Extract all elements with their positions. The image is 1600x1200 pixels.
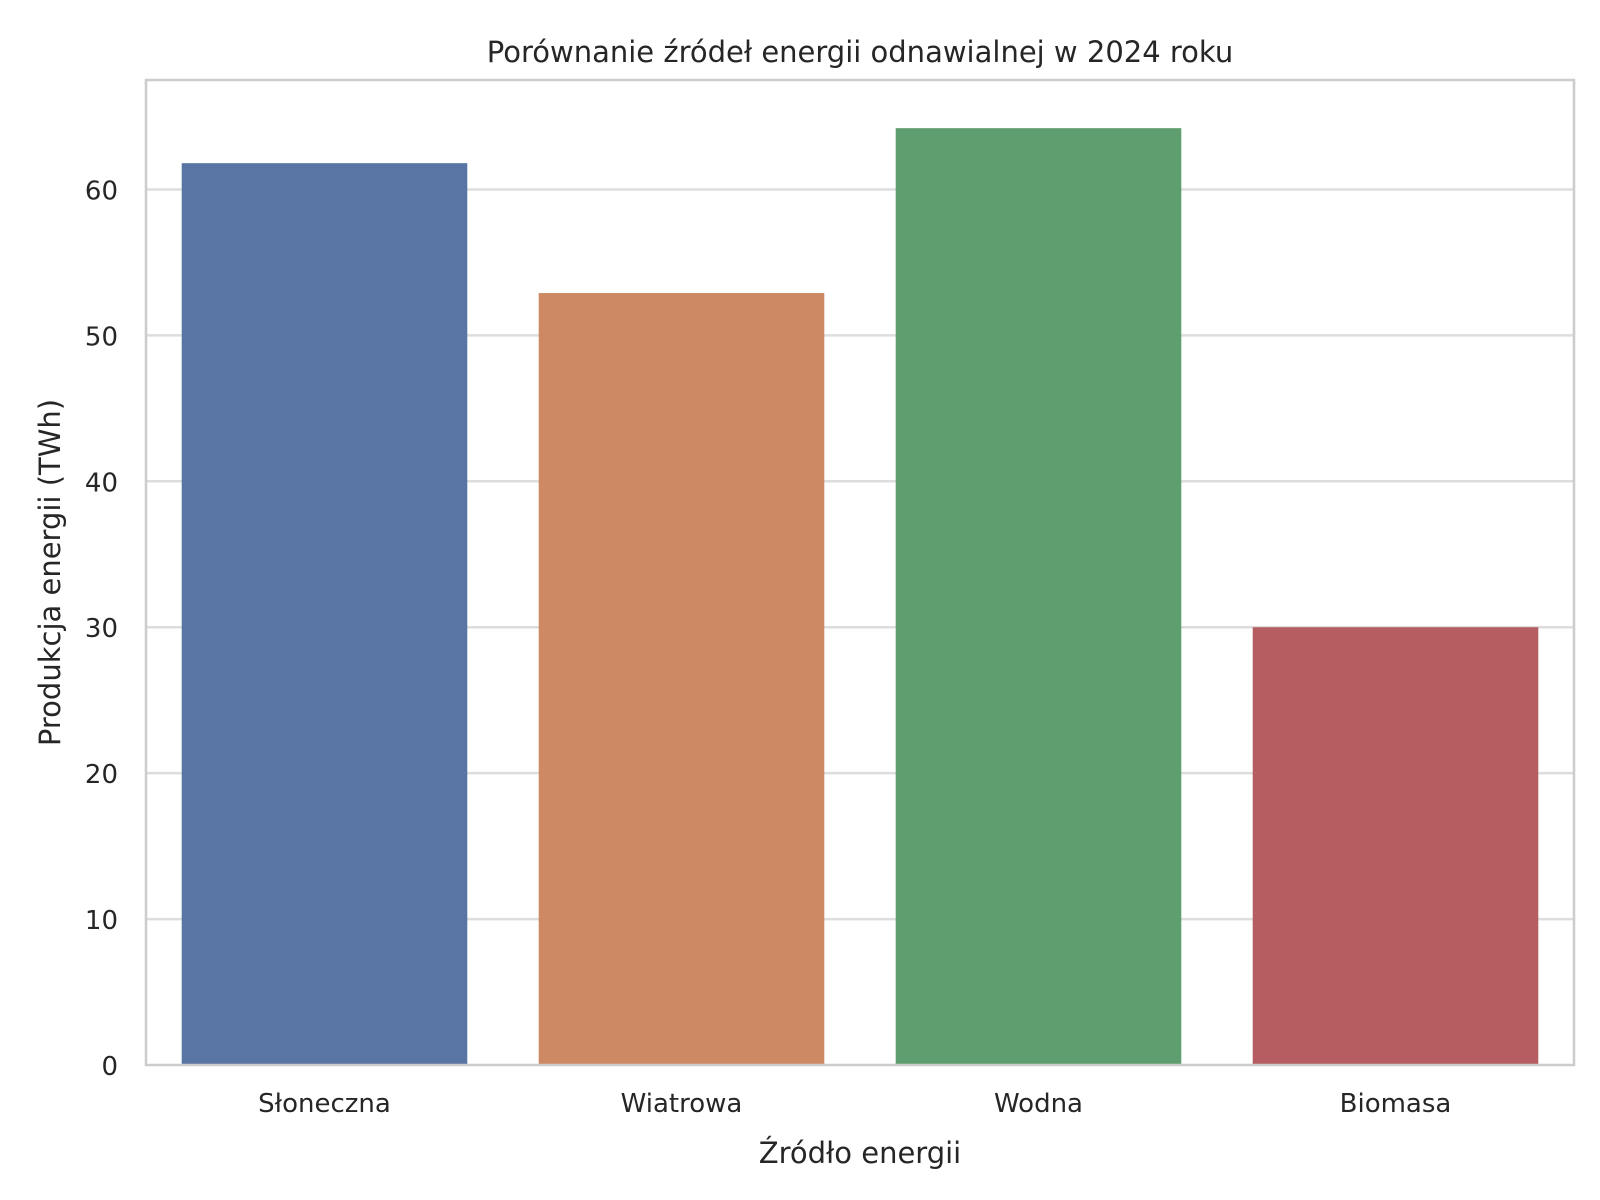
x-axis-label: Źródło energii <box>759 1136 962 1170</box>
bars <box>181 128 1539 1066</box>
x-tick-label: Wodna <box>994 1089 1083 1119</box>
y-tick-label: 60 <box>85 176 118 206</box>
x-tick-label: Słoneczna <box>258 1089 391 1119</box>
y-tick-label: 10 <box>85 906 118 936</box>
bar-3 <box>895 128 1182 1066</box>
x-tick-label: Biomasa <box>1340 1089 1452 1119</box>
y-axis-label: Produkcja energii (TWh) <box>33 399 67 746</box>
y-tick-label: 40 <box>85 468 118 498</box>
x-tick-label: Wiatrowa <box>621 1089 743 1119</box>
y-tick-labels: 0 10 20 30 40 50 60 <box>85 176 118 1082</box>
x-tick-labels: Słoneczna Wiatrowa Wodna Biomasa <box>258 1089 1451 1119</box>
y-tick-label: 20 <box>85 760 118 790</box>
y-tick-label: 30 <box>85 614 118 644</box>
chart-title: Porównanie źródeł energii odnawialnej w … <box>487 35 1233 69</box>
plot-frame <box>144 78 1576 1067</box>
bar-4 <box>1252 627 1539 1065</box>
bar-2 <box>538 293 825 1065</box>
y-tick-label: 50 <box>85 322 118 352</box>
y-tick-label: 0 <box>101 1052 118 1082</box>
bar-1 <box>181 163 468 1065</box>
